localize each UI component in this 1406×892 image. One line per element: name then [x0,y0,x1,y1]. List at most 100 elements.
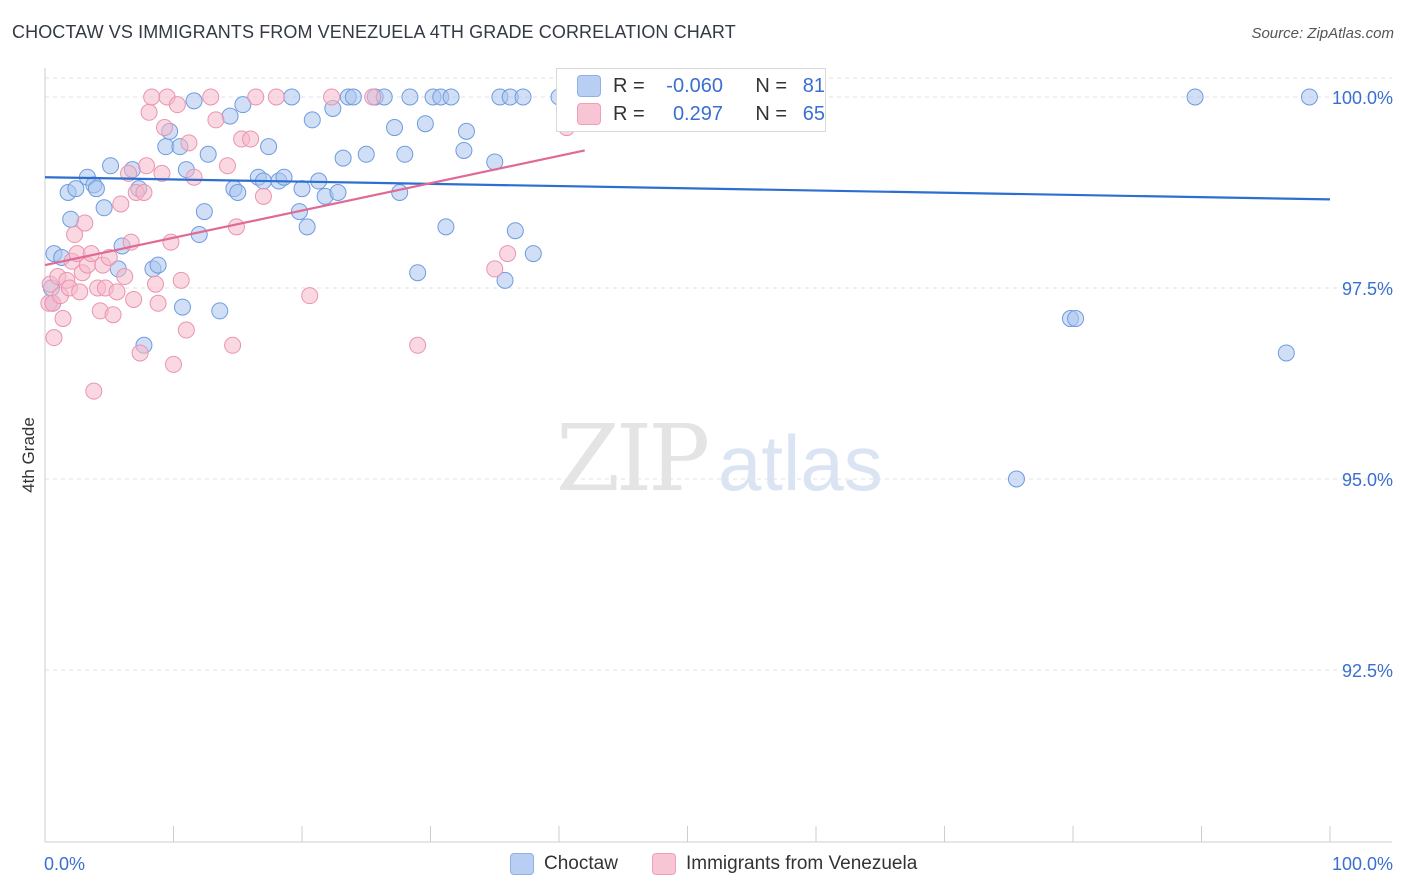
choctaw-point [185,92,203,110]
y-tick-label: 95.0% [1342,470,1393,490]
choctaw-point [62,210,80,228]
venezuela-point [218,157,236,175]
bottom-legend-label-choctaw: Choctaw [544,853,618,874]
y-tick-label: 97.5% [1342,279,1393,299]
venezuela-point [71,283,89,301]
venezuela-point [486,260,504,278]
x-tick-label-max: 100.0% [1332,854,1393,874]
choctaw-point [275,168,293,186]
choctaw-point [95,199,113,217]
watermark-zip: ZIP [556,405,707,512]
legend-n-value-venezuela: 65 [802,102,825,125]
venezuela-point [104,306,122,324]
choctaw-point [173,298,191,316]
choctaw-point [409,264,427,282]
axis-layer: 100.0% 97.5% 95.0% 92.5% 0.0% 100.0% 4th Grade [19,68,1393,874]
choctaw-point [329,184,347,201]
venezuela-point [66,226,84,244]
choctaw-point [344,88,362,106]
choctaw-point [1277,344,1295,362]
venezuela-point [108,283,126,301]
choctaw-point [1007,470,1025,488]
trend-layer [44,149,1331,267]
venezuela-point [168,96,186,114]
venezuela-point [323,88,341,106]
venezuela-point [76,214,94,232]
choctaw-point [260,138,278,156]
venezuela-point [100,248,118,266]
choctaw-point [283,88,301,106]
choctaw-point [334,149,352,167]
venezuela-point [138,157,156,175]
choctaw-point [391,184,409,201]
stats-legend: R = -0.060 N = 81 R = 0.297 N = 65 [556,68,826,132]
venezuela-point [112,195,130,213]
choctaw-point [298,218,316,236]
choctaw-point [221,107,239,125]
source-label: Source: ZipAtlas.com [1251,25,1394,42]
venezuela-point [116,268,134,286]
choctaw-point [506,222,524,240]
legend-swatch-choctaw [577,75,601,97]
choctaw-point [514,88,532,106]
legend-n-label: N = [755,102,787,125]
choctaw-point [157,138,175,156]
choctaw-point [437,218,455,236]
venezuela-point [54,310,72,328]
choctaw-point [102,157,120,175]
legend-r-label: R = [613,74,645,97]
y-axis-title: 4th Grade [19,417,38,493]
x-tick-label-min: 0.0% [44,854,85,874]
choctaw-point [455,141,473,159]
venezuela-point [242,130,260,148]
choctaw-point [386,119,404,137]
venezuela-point [120,164,138,182]
choctaw-point [67,180,85,198]
venezuela-point [247,88,265,106]
venezuela-point [45,329,63,347]
choctaw-point [1067,310,1085,328]
venezuela-point [499,245,517,263]
choctaw-point [87,180,105,198]
bottom-legend-swatch-choctaw [510,853,534,875]
venezuela-point [165,355,182,373]
venezuela-point [153,164,171,182]
choctaw-point [401,88,419,106]
venezuela-point [140,103,158,121]
choctaw-point [524,245,542,263]
venezuela-point [131,344,149,362]
grid-layer [45,77,1392,671]
venezuela-point [185,168,203,186]
choctaw-point [496,271,514,289]
y-tick-label: 100.0% [1332,88,1393,108]
choctaw-trendline [44,176,1331,201]
venezuela-point [202,88,220,106]
choctaw-point [234,96,252,114]
choctaw-point [442,88,460,106]
legend-row-venezuela: R = 0.297 N = 65 [577,100,825,128]
legend-n-value-choctaw: 81 [802,74,825,97]
legend-row-choctaw: R = -0.060 N = 81 [577,72,825,100]
venezuela-point [364,88,382,106]
venezuela-point [301,287,319,305]
choctaw-point [396,145,414,163]
legend-r-value-venezuela: 0.297 [672,102,723,125]
legend-swatch-venezuela [577,103,601,125]
venezuela-trendline [44,149,585,267]
choctaw-point [416,115,434,133]
legend-r-label: R = [613,102,645,125]
choctaw-point [199,145,217,163]
venezuela-point [172,271,190,289]
bottom-legend-swatch-venezuela [652,853,676,875]
choctaw-point [195,203,213,221]
watermark-atlas: atlas [718,419,883,507]
legend-r-value-choctaw: -0.060 [666,74,723,97]
venezuela-point [135,184,153,201]
choctaw-point [303,111,321,129]
choctaw-point [293,180,311,198]
venezuela-point [224,336,242,354]
choctaw-point [1186,88,1204,106]
y-tick-label: 92.5% [1342,661,1393,681]
venezuela-point [409,336,427,354]
